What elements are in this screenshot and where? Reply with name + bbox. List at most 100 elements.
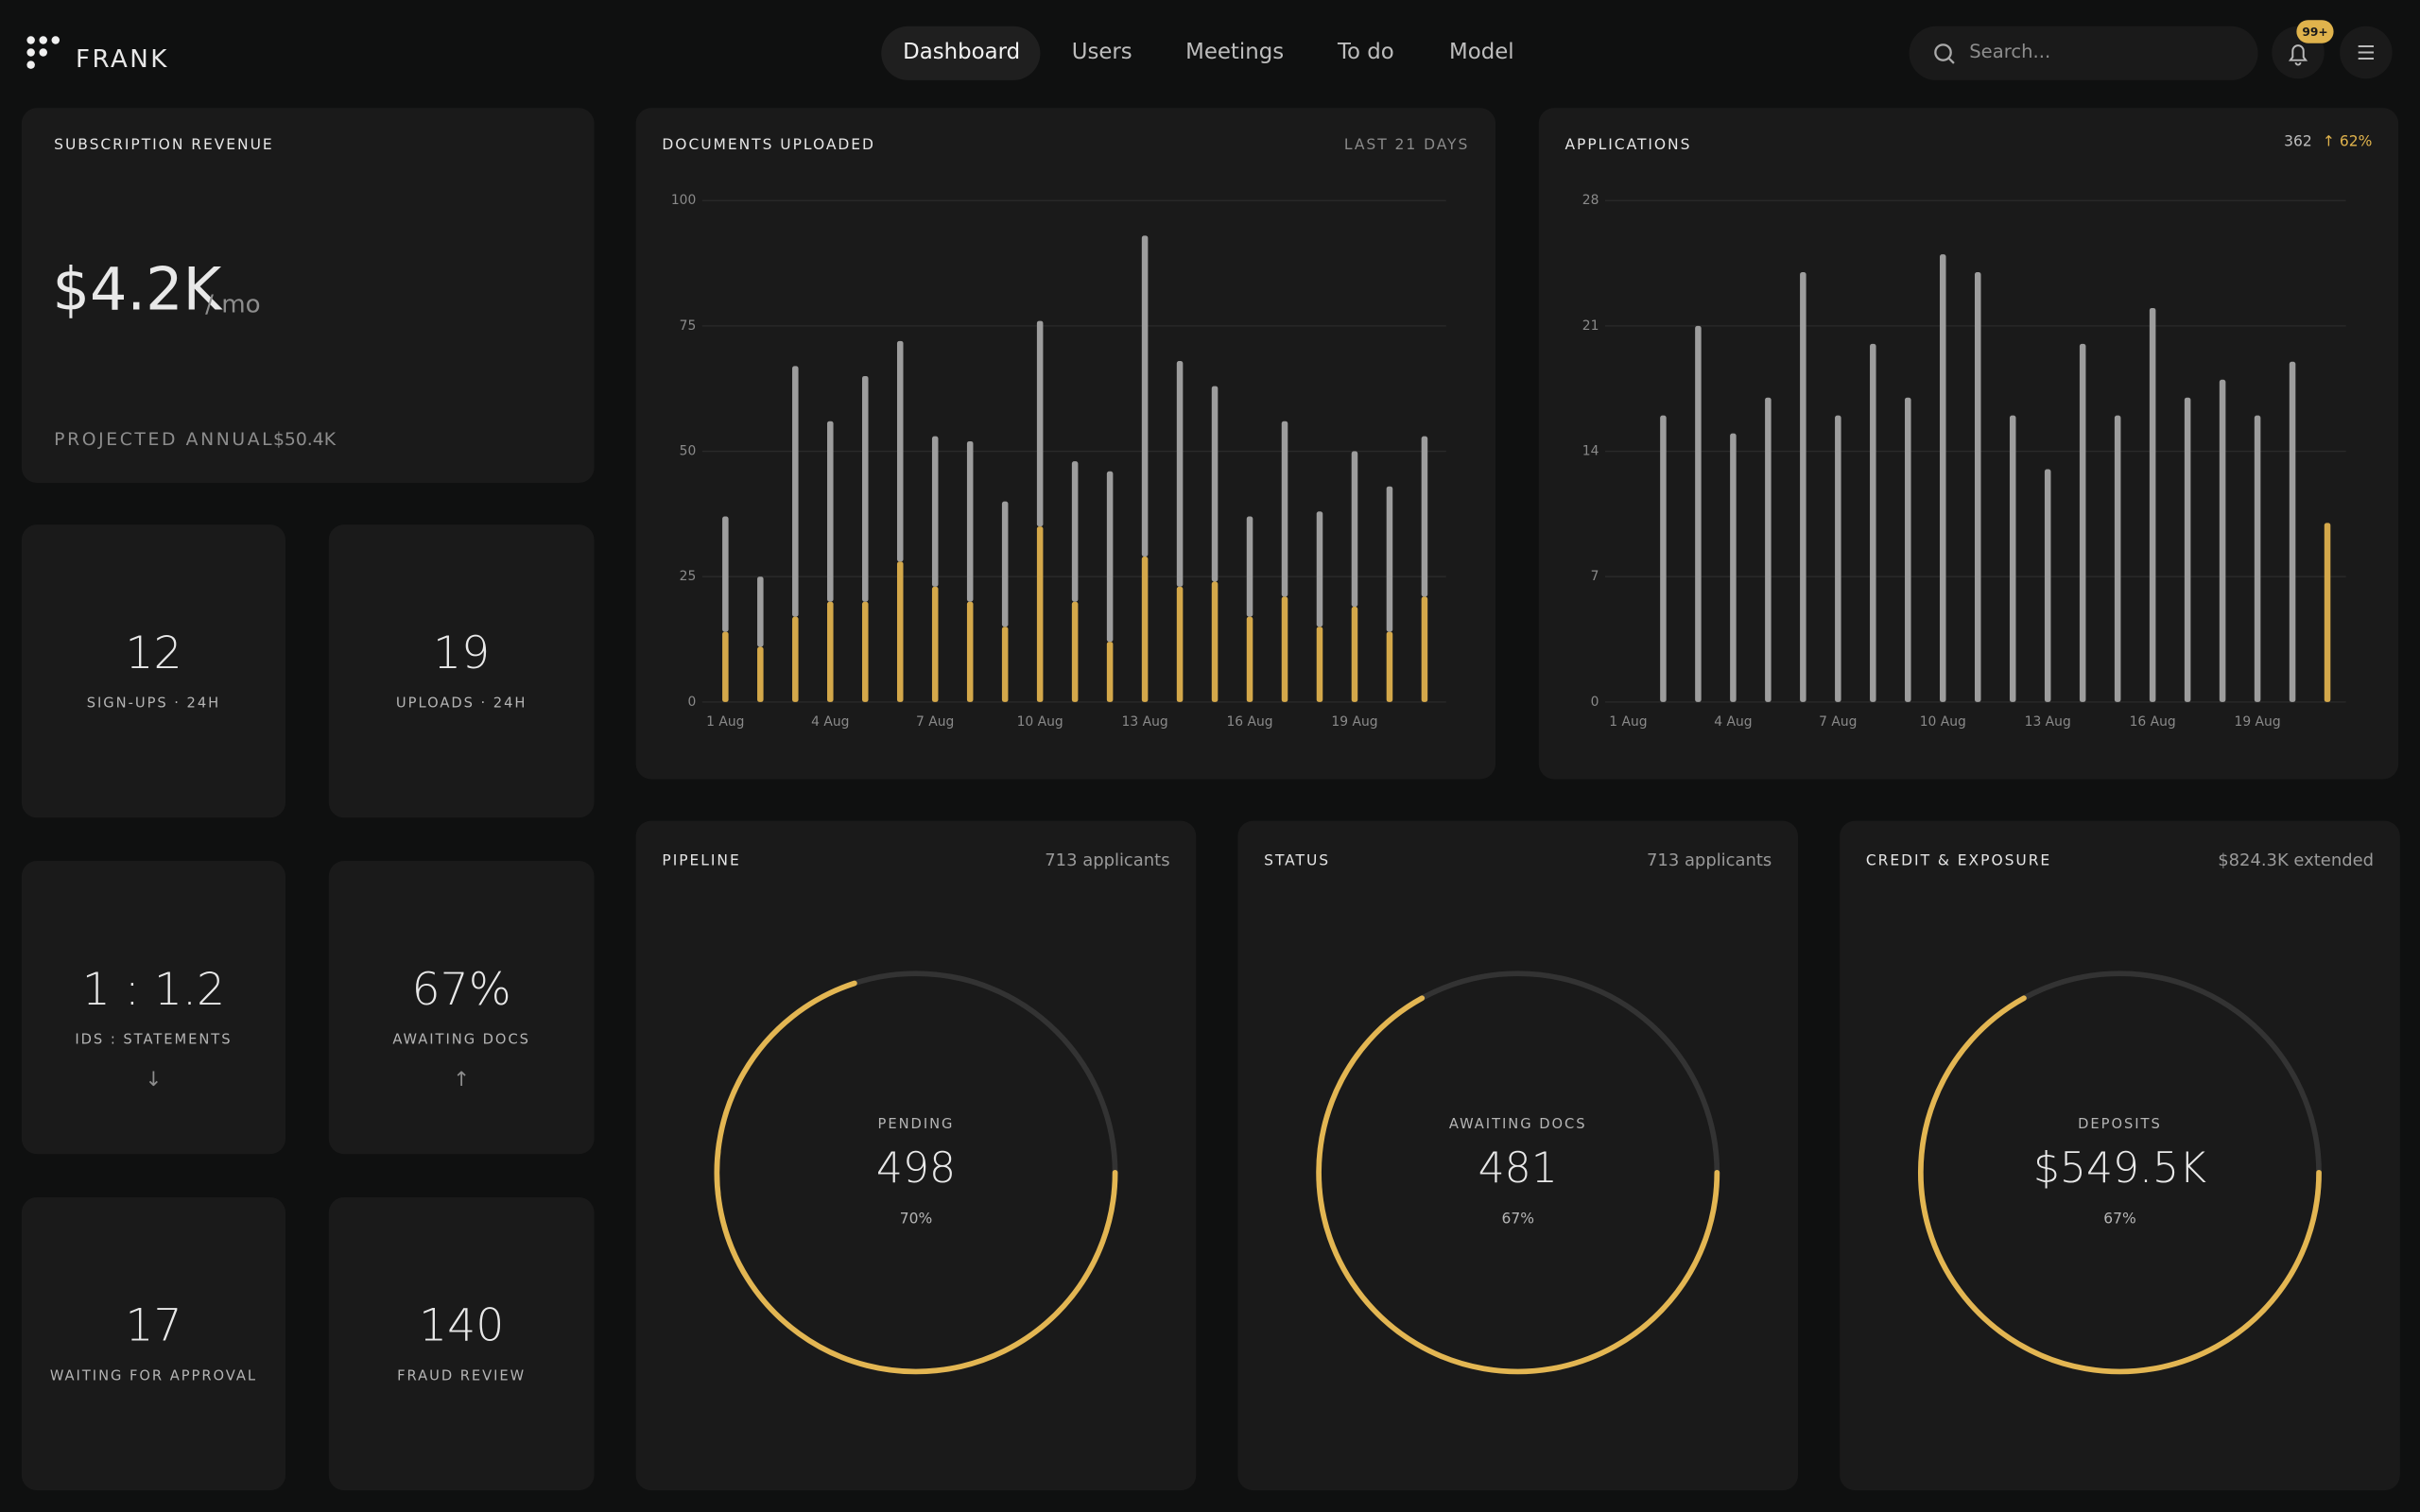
card-title: SUBSCRIPTION REVENUE [54, 136, 274, 153]
card-subtitle: 713 applicants [1045, 850, 1169, 870]
bar-segment [722, 631, 729, 702]
bar-segment [861, 601, 869, 702]
chart-card [1538, 108, 2399, 780]
search-box[interactable] [1909, 26, 2258, 80]
y-tick-label: 7 [1591, 569, 1599, 584]
logo-dot [51, 36, 60, 44]
donut-percent: 67% [1501, 1210, 1533, 1227]
bar [1800, 272, 1806, 702]
notification-badge [2296, 20, 2334, 43]
stat-label: IDS : STATEMENTS [75, 1031, 232, 1047]
x-tick-label: 1 Aug [1609, 714, 1647, 730]
bar [2044, 469, 2051, 702]
bar [2324, 523, 2331, 702]
bar-segment [1141, 235, 1149, 557]
bar [2009, 415, 2016, 702]
chart-card [635, 820, 1197, 1491]
bar-segment [1001, 501, 1009, 627]
stat-value: 1 : 1.2 [82, 964, 225, 1016]
bar-segment [827, 421, 834, 602]
bar-segment [792, 616, 799, 702]
nav-item[interactable]: Meetings [1185, 40, 1284, 64]
x-tick-label: 13 Aug [1122, 714, 1168, 730]
logo-dot [26, 48, 35, 57]
bar-segment [1106, 642, 1114, 702]
bar [1835, 415, 1841, 702]
card-subtitle: 713 applicants [1647, 850, 1772, 870]
y-tick-label: 100 [671, 193, 696, 208]
bar-segment [1421, 596, 1428, 702]
bar-segment [966, 440, 974, 602]
x-tick-label: 19 Aug [2235, 714, 2281, 730]
stat-card [328, 524, 595, 818]
logo[interactable] [26, 36, 60, 69]
revenue-card [21, 108, 595, 484]
stat-trend: ↑ [453, 1068, 470, 1091]
bar-segment [966, 601, 974, 702]
logo-dot [39, 48, 47, 57]
bar-segment [827, 601, 834, 702]
bar-segment [931, 586, 939, 702]
donut-arc [1917, 995, 2322, 1375]
bar-segment [896, 561, 904, 702]
bar-segment [1246, 516, 1253, 617]
bar [2149, 307, 2156, 702]
nav-item[interactable]: Dashboard [903, 40, 1020, 64]
stat-label: FRAUD REVIEW [397, 1367, 526, 1383]
donut-arc [714, 980, 1118, 1375]
logo-text: FRANK [76, 45, 169, 74]
bar [1905, 397, 1911, 702]
bar-segment [1281, 596, 1288, 702]
y-tick-label: 25 [680, 569, 697, 584]
donut-arc [1316, 995, 1720, 1375]
stat-card [21, 1196, 286, 1491]
bar-segment [861, 375, 869, 602]
bar-segment [1351, 607, 1358, 702]
x-tick-label: 10 Aug [1017, 714, 1063, 730]
chart-card [1237, 820, 1799, 1491]
bar-segment [1036, 320, 1044, 527]
bar-segment [1106, 471, 1114, 643]
revenue-unit: / mo [205, 291, 261, 319]
bar [1730, 433, 1737, 702]
stat-label: SIGN-UPS · 24H [87, 695, 220, 711]
bar-segment [757, 646, 764, 702]
nav-item[interactable]: Users [1072, 40, 1132, 64]
bar-segment [1316, 511, 1323, 627]
bar-segment [1071, 601, 1079, 702]
stat-value: 19 [433, 627, 490, 679]
card-subtitle: $824.3K extended [2218, 850, 2374, 870]
card-title: DOCUMENTS UPLOADED [662, 136, 875, 153]
bar-segment [722, 516, 729, 632]
stat-card [21, 861, 286, 1155]
x-tick-label: 7 Aug [1819, 714, 1857, 730]
stat-label: UPLOADS · 24H [396, 695, 527, 711]
nav-item[interactable]: Model [1449, 40, 1514, 64]
search-placeholder: Search... [1969, 41, 2050, 62]
bar [2289, 361, 2296, 702]
donut-label: DEPOSITS [2078, 1116, 2162, 1132]
donut-percent: 70% [900, 1210, 932, 1227]
logo-dot [26, 36, 35, 44]
stat-label: AWAITING DOCS [392, 1031, 530, 1047]
bar [1660, 415, 1667, 702]
bar-segment [931, 436, 939, 587]
donut-value: 498 [876, 1144, 956, 1193]
projected-value: $50.4K [273, 430, 337, 450]
nav-item[interactable]: To do [1337, 40, 1394, 64]
chart-card [1840, 820, 2400, 1491]
bar-segment [1141, 556, 1149, 702]
bell-icon [2288, 44, 2308, 66]
x-tick-label: 16 Aug [1226, 714, 1272, 730]
y-tick-label: 21 [1582, 318, 1599, 334]
menu-icon [2358, 45, 2375, 60]
stat-value: 12 [125, 627, 182, 679]
x-tick-label: 4 Aug [1714, 714, 1752, 730]
bar-segment [1386, 486, 1393, 632]
y-tick-label: 50 [680, 444, 697, 459]
card-title: PIPELINE [662, 852, 740, 869]
card-title: STATUS [1264, 852, 1330, 869]
bar-segment [757, 576, 764, 647]
revenue-value: $4.2K [53, 254, 223, 323]
stat-card [328, 1196, 595, 1491]
